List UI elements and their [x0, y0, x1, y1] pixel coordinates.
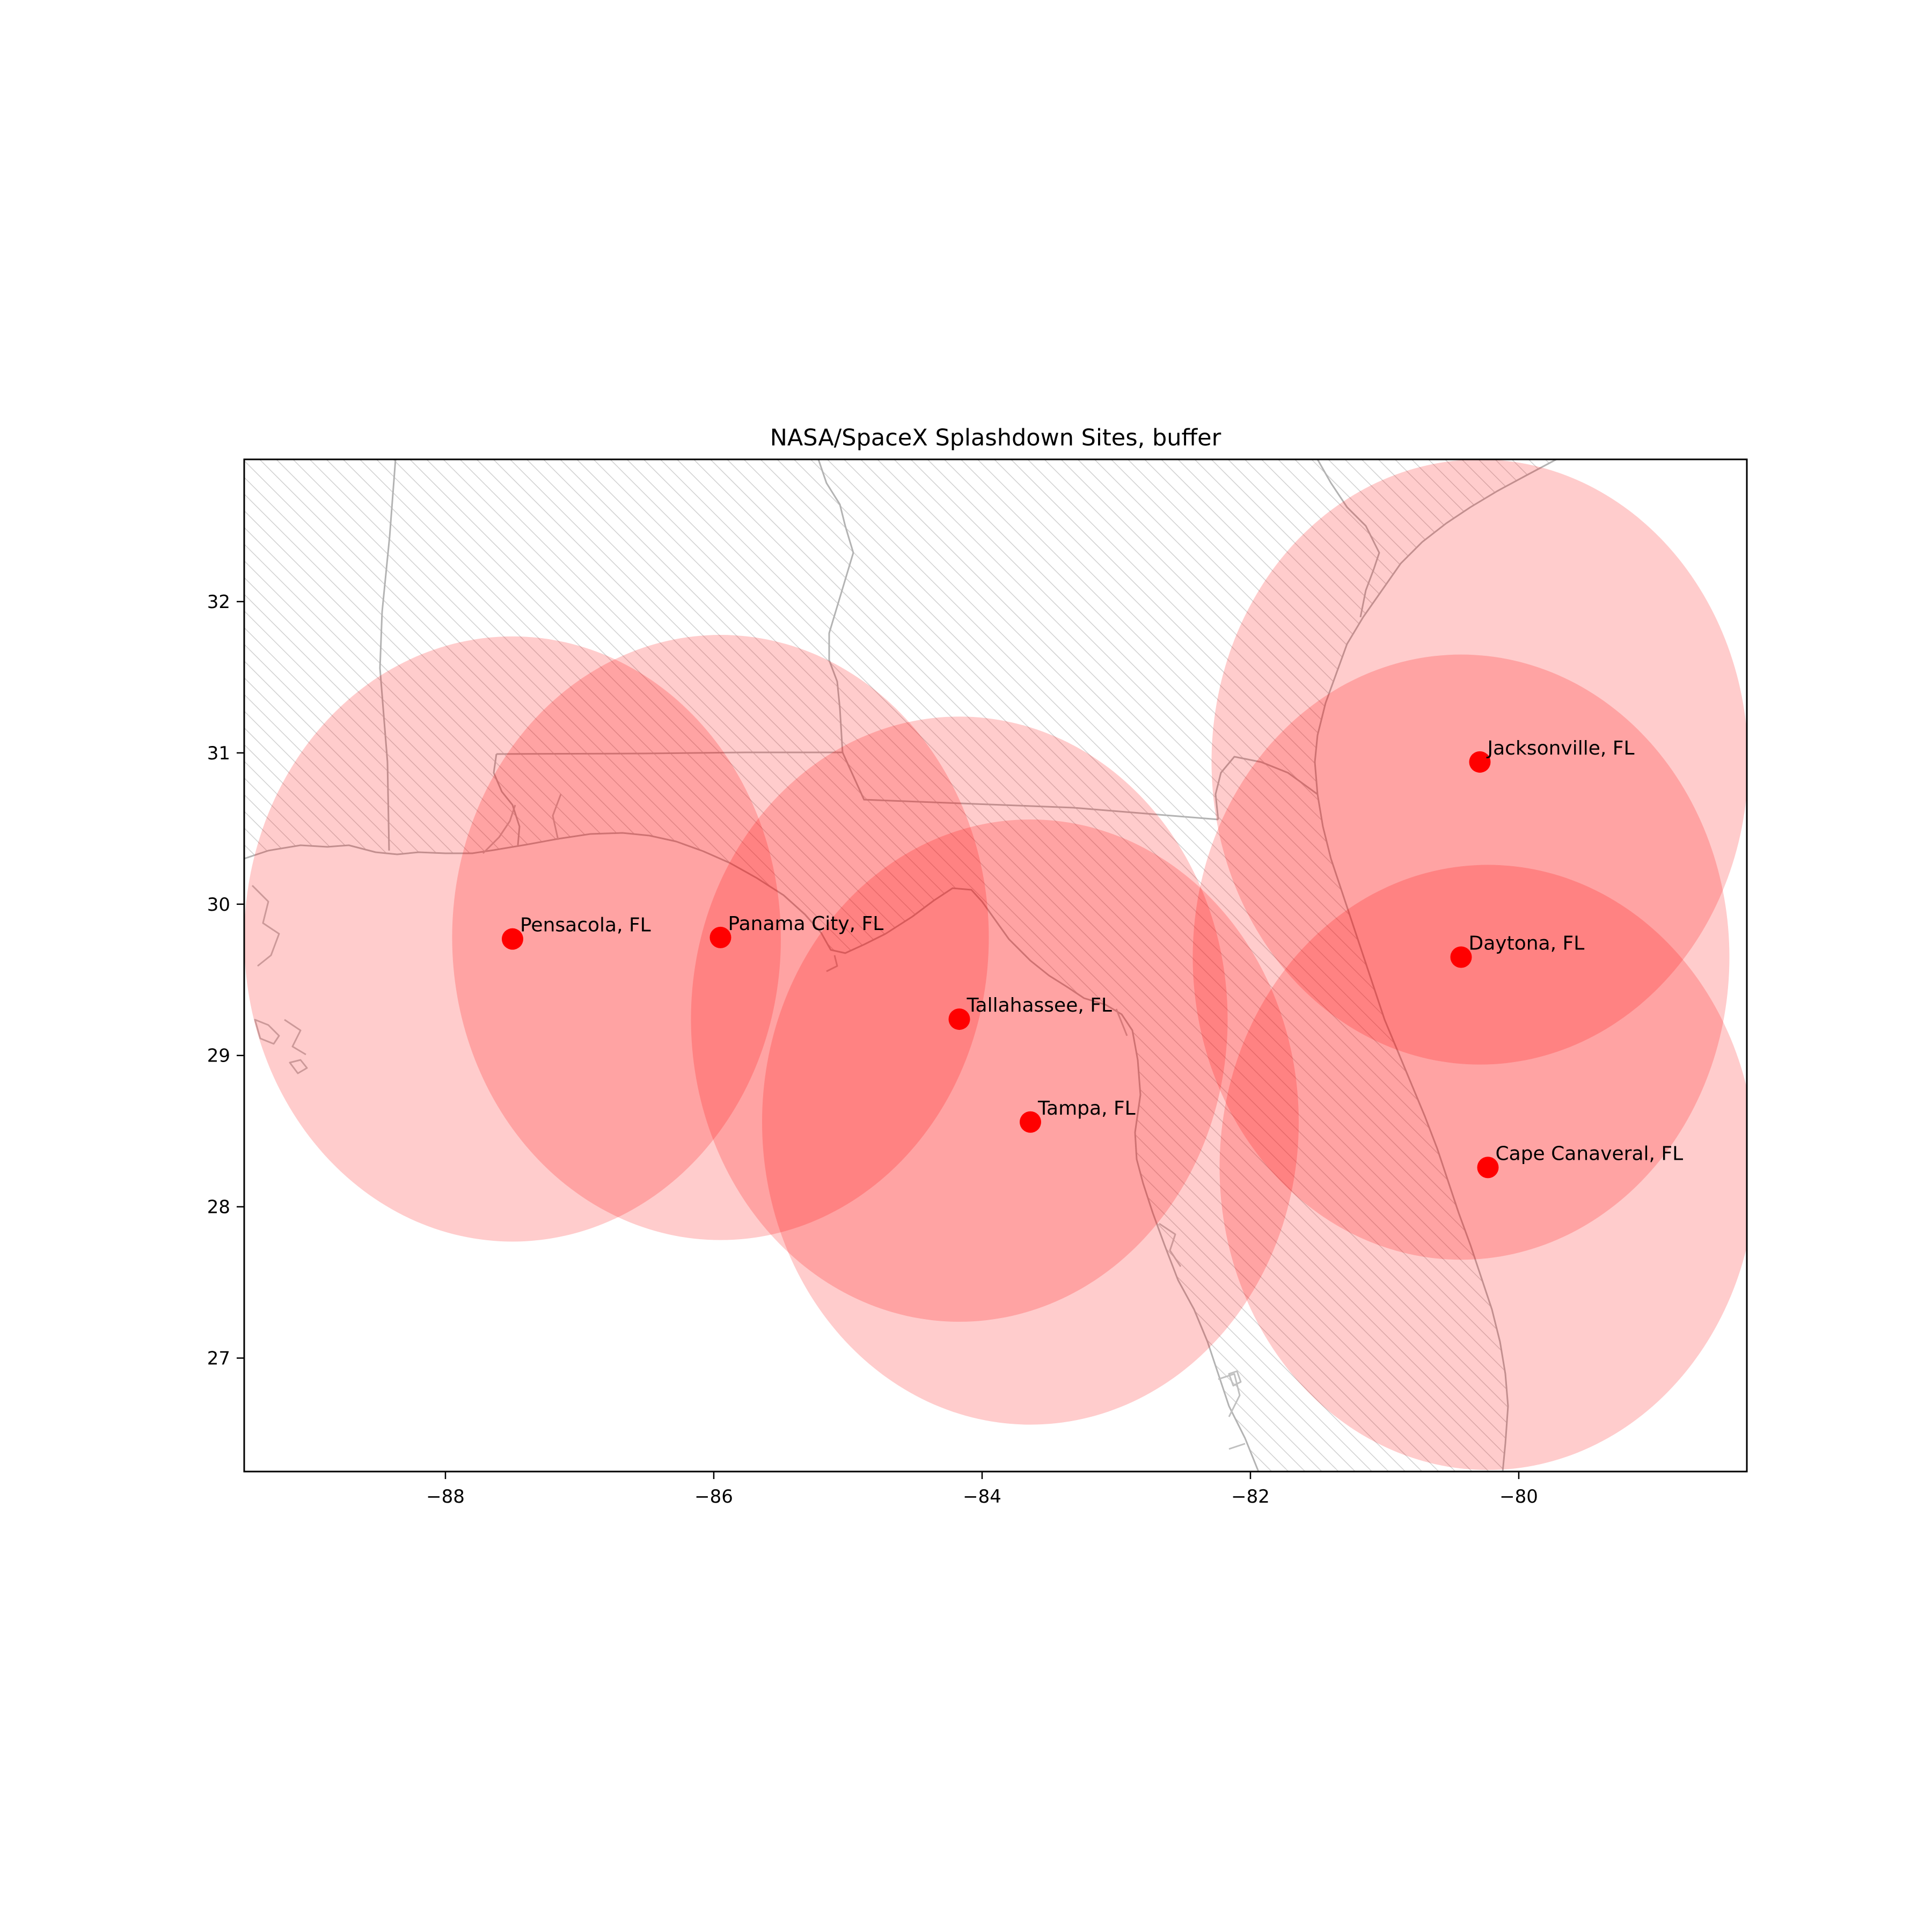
chart-title: NASA/SpaceX Splashdown Sites, buffer — [770, 425, 1221, 451]
site-label: Jacksonville, FL — [1487, 737, 1635, 759]
x-tick-label: −88 — [426, 1486, 465, 1507]
x-tick-label: −80 — [1499, 1486, 1538, 1507]
y-tick-label: 29 — [207, 1045, 230, 1067]
x-tick-label: −86 — [694, 1486, 733, 1507]
y-tick-label: 28 — [207, 1197, 230, 1218]
site-label: Cape Canaveral, FL — [1496, 1143, 1684, 1165]
site-marker — [502, 928, 523, 950]
x-axis: −88 −86 −84 −82 −80 — [426, 1472, 1538, 1507]
state-border-fl-west — [493, 753, 521, 846]
land-mass — [244, 459, 1557, 1472]
site-marker — [1469, 751, 1491, 773]
site-marker — [709, 926, 731, 948]
site-label: Tallahassee, FL — [967, 994, 1113, 1016]
state-border-al-ms — [379, 459, 397, 851]
state-border-ga-fl-east — [1214, 756, 1318, 820]
site-label: Pensacola, FL — [520, 914, 651, 936]
y-axis: 27 28 29 30 31 32 — [207, 591, 244, 1370]
site-label: Tampa, FL — [1037, 1097, 1136, 1119]
y-tick-label: 32 — [207, 591, 230, 613]
island-cluster — [254, 1019, 1242, 1387]
x-tick-label: −84 — [963, 1486, 1001, 1507]
site-label: Daytona, FL — [1469, 932, 1585, 954]
site-marker — [1020, 1111, 1041, 1133]
state-border-al-ga — [817, 459, 854, 753]
axes-frame — [243, 458, 1748, 1473]
y-tick-label: 30 — [207, 894, 230, 916]
plot-area: Pensacola, FL Panama City, FL Tallahassee,… — [244, 459, 1747, 1472]
x-tick-label: −82 — [1231, 1486, 1270, 1507]
state-border-ga-sc — [1316, 459, 1380, 618]
site-marker — [948, 1008, 970, 1030]
y-tick-label: 31 — [207, 743, 230, 764]
site-marker — [1450, 946, 1472, 968]
site-marker — [1477, 1157, 1499, 1179]
site-layer: Pensacola, FL Panama City, FL Tallahassee,… — [502, 737, 1683, 1179]
y-tick-label: 27 — [207, 1348, 230, 1370]
site-label: Panama City, FL — [728, 913, 884, 935]
